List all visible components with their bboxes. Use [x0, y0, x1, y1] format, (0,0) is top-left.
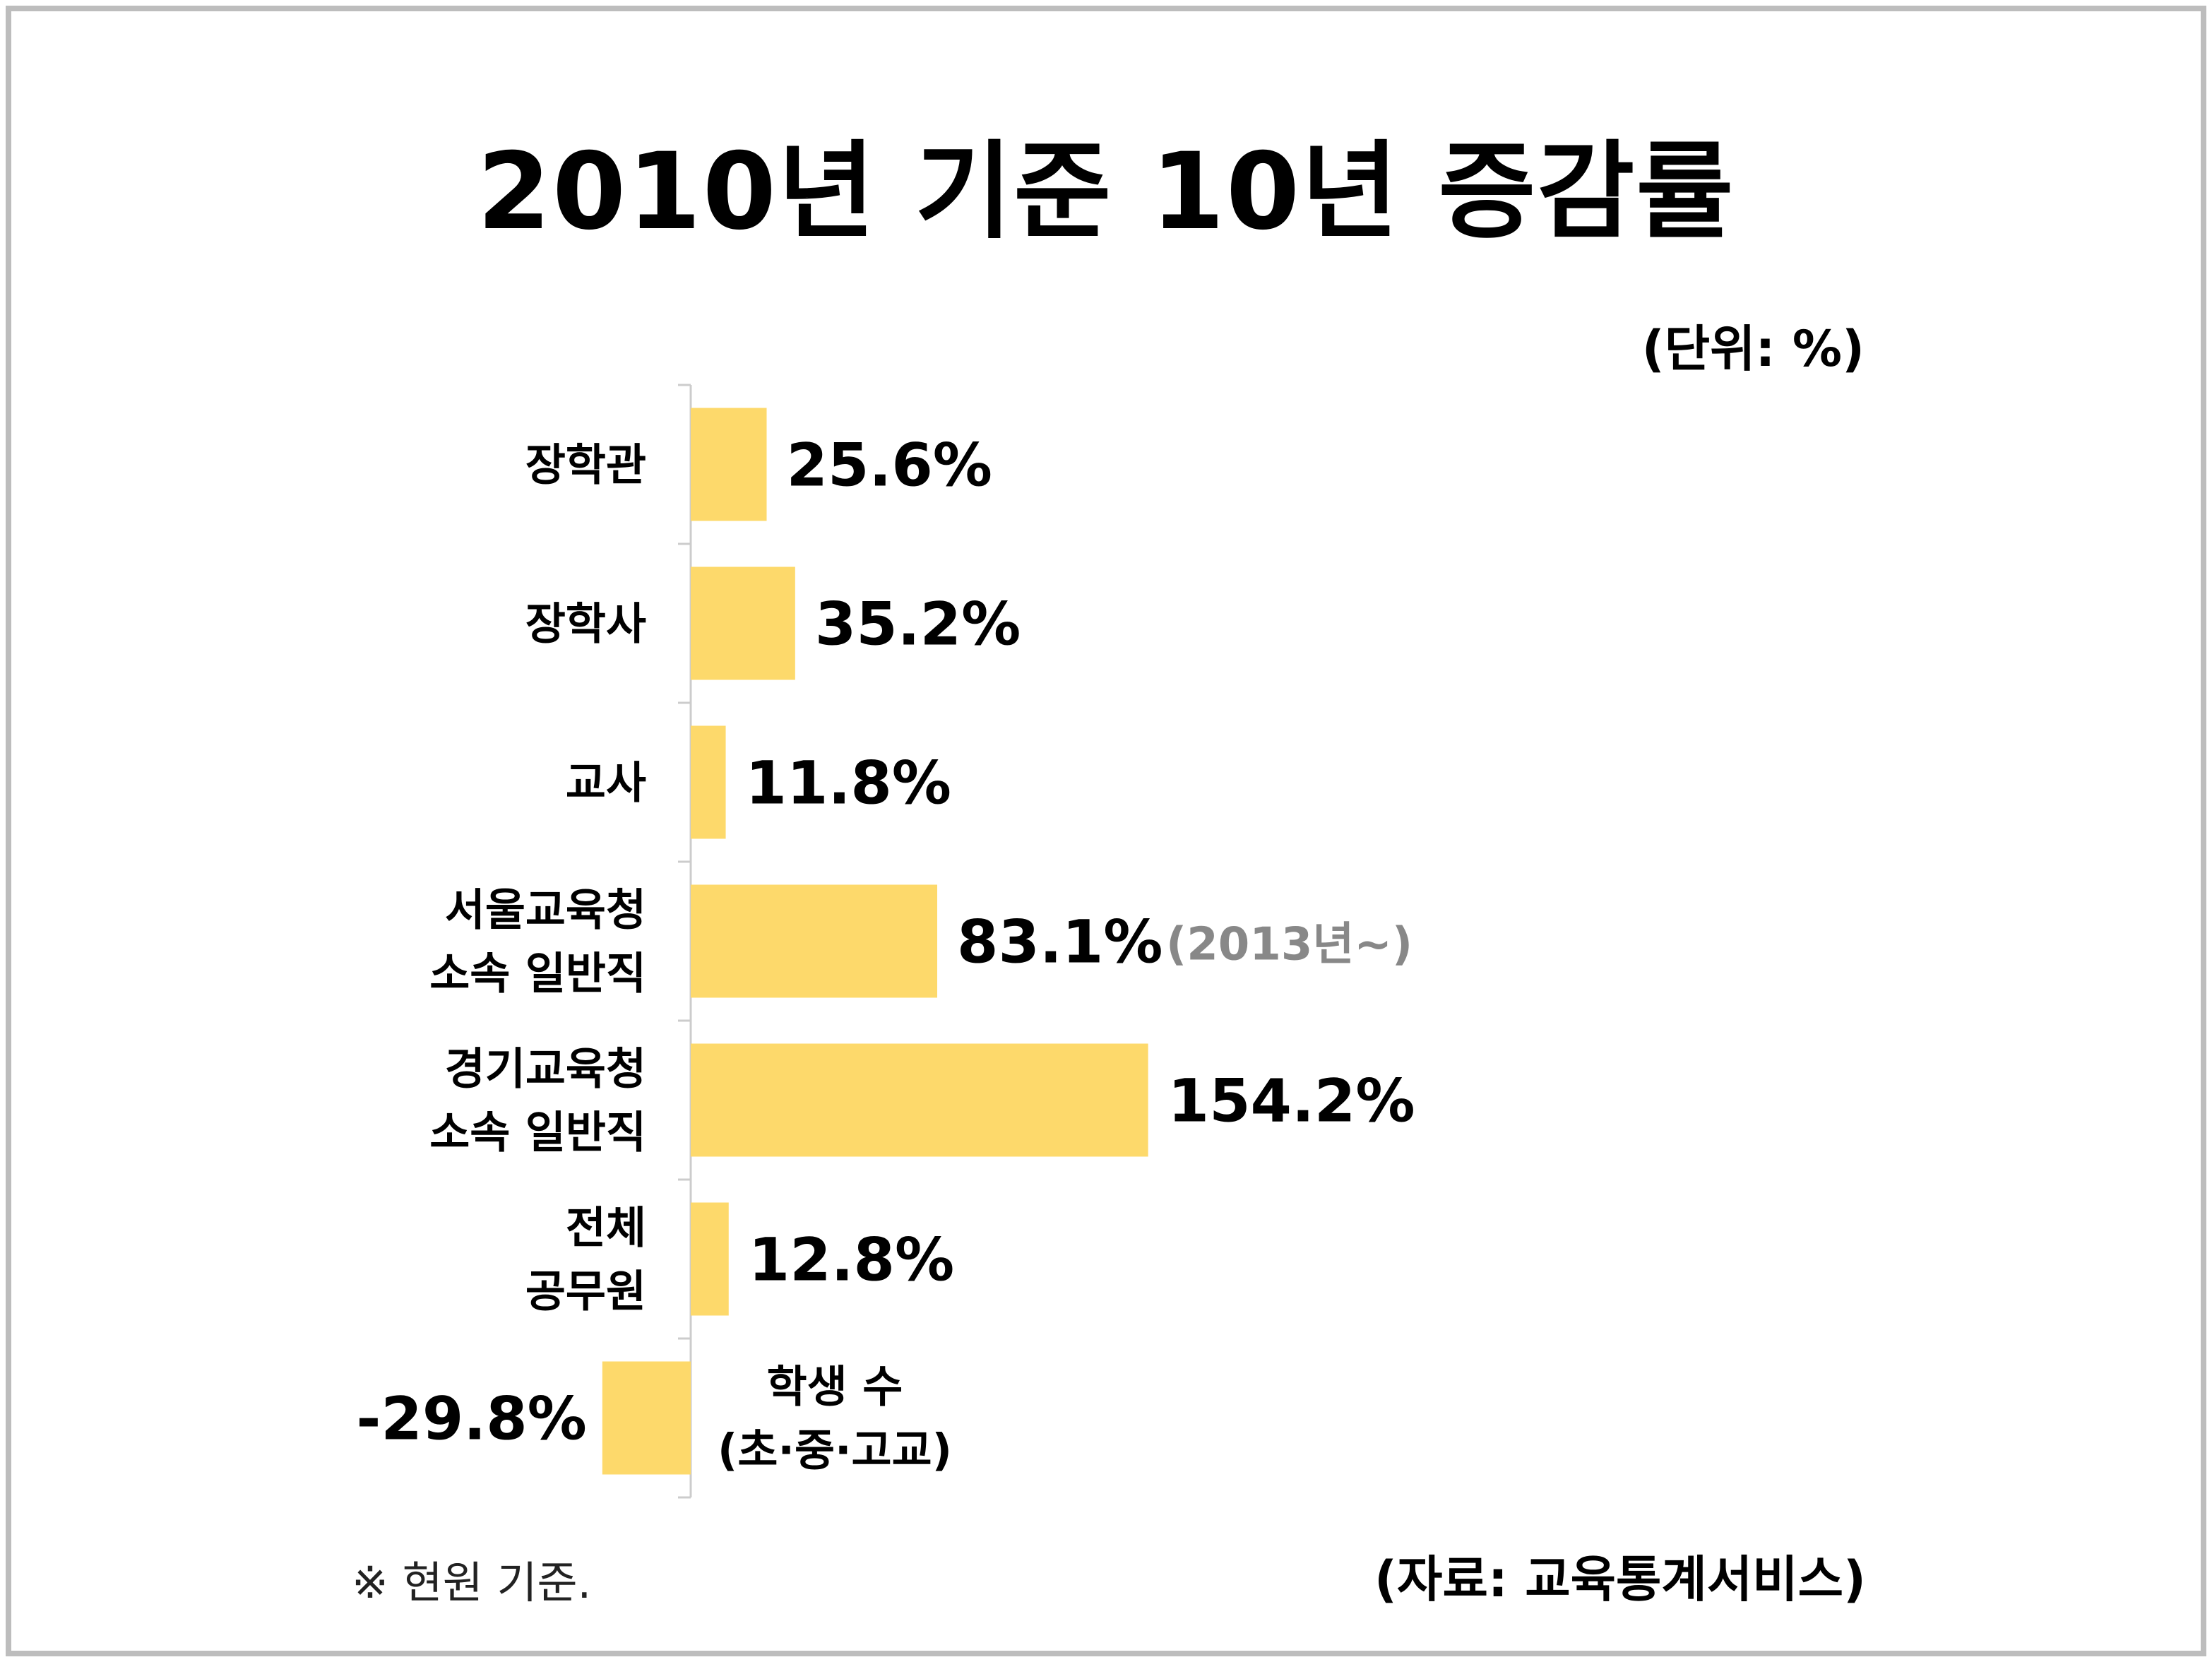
category-label: 학생 수 [767, 1361, 903, 1413]
value-label: -29.8% [357, 1384, 587, 1454]
category-label: 서울교육청 [445, 884, 646, 936]
value-label: 12.8% [749, 1225, 954, 1295]
value-annotation: (2013년~) [1166, 919, 1413, 971]
bar [691, 566, 795, 680]
category-label: 소속 일반직 [429, 948, 646, 999]
category-label: 소속 일반직 [429, 1107, 646, 1158]
category-label: 장학사 [525, 598, 646, 650]
category-label: (초·중·고교) [718, 1425, 952, 1476]
category-label: 경기교육청 [445, 1043, 646, 1095]
category-label: 장학관 [525, 439, 646, 491]
bar [691, 408, 767, 521]
plot-area: 25.6% 장학관 35.2% 장학사 11.8% 교사 83.1% (2013년~) 서울교육… [357, 384, 1415, 1499]
source-label: (자료: 교육통계서비스) [1374, 1550, 1866, 1608]
bar [602, 1361, 691, 1475]
footnote: ※ 현원 기준. [352, 1557, 592, 1608]
unit-label: (단위: %) [1641, 320, 1865, 378]
value-label: 154.2% [1168, 1067, 1415, 1136]
bar [691, 1043, 1148, 1157]
value-label: 25.6% [787, 431, 992, 500]
chart-frame [6, 6, 2206, 1656]
chart-title: 2010년 기준 10년 증감률 [477, 131, 1735, 254]
value-label: 83.1% [957, 908, 1163, 977]
category-label: 공무원 [525, 1266, 646, 1317]
bar [691, 725, 726, 839]
value-label: 11.8% [746, 749, 951, 818]
value-label: 35.2% [815, 590, 1021, 659]
category-label: 전체 [566, 1202, 646, 1254]
bar [691, 884, 938, 998]
bar [691, 1202, 729, 1316]
category-label: 교사 [566, 757, 646, 809]
